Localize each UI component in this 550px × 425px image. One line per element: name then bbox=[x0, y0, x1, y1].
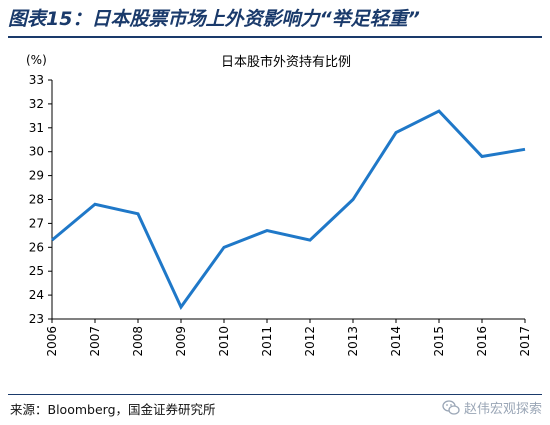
x-tick-label: 2011 bbox=[260, 326, 274, 357]
y-ticks: 23 24 25 26 27 28 29 30 31 32 33 bbox=[29, 73, 52, 326]
source-note: 来源：Bloomberg，国金证券研究所 bbox=[10, 402, 216, 417]
axes bbox=[51, 80, 525, 320]
y-tick-label: 33 bbox=[29, 73, 44, 87]
y-tick-label: 24 bbox=[29, 288, 44, 302]
y-tick-label: 30 bbox=[29, 145, 44, 159]
x-tick-label: 2009 bbox=[174, 326, 188, 357]
x-tick-label: 2010 bbox=[217, 326, 231, 357]
title-rule bbox=[8, 36, 542, 38]
watermark: 赵伟宏观探索 bbox=[442, 398, 542, 417]
series-line bbox=[51, 109, 526, 311]
y-axis-unit: (%) bbox=[26, 53, 47, 67]
x-tick-label: 2014 bbox=[389, 326, 403, 357]
y-tick-label: 27 bbox=[29, 216, 44, 230]
y-tick-label: 32 bbox=[29, 97, 44, 111]
x-tick-label: 2008 bbox=[131, 326, 145, 357]
y-tick-label: 23 bbox=[29, 312, 44, 326]
x-ticks: 2006 2007 2008 2009 2010 2011 2012 2013 2014 2015… bbox=[45, 319, 532, 357]
y-tick-label: 28 bbox=[29, 193, 44, 207]
x-tick-label: 2012 bbox=[303, 326, 317, 357]
x-tick-label: 2017 bbox=[518, 326, 532, 357]
wechat-icon bbox=[442, 399, 460, 415]
y-tick-label: 26 bbox=[29, 240, 44, 254]
x-tick-label: 2016 bbox=[475, 326, 489, 357]
y-tick-label: 25 bbox=[29, 264, 44, 278]
source-rule bbox=[8, 394, 542, 395]
x-tick-label: 2006 bbox=[45, 326, 59, 357]
series bbox=[51, 109, 526, 311]
watermark-text: 赵伟宏观探索 bbox=[463, 402, 542, 417]
y-tick-label: 31 bbox=[29, 121, 44, 135]
figure-title: 图表15：日本股票市场上外资影响力“举足轻重” bbox=[8, 8, 420, 30]
x-tick-label: 2015 bbox=[432, 326, 446, 357]
y-tick-label: 29 bbox=[29, 169, 44, 183]
x-tick-label: 2007 bbox=[88, 326, 102, 357]
chart-title: 日本股市外资持有比例 bbox=[221, 54, 351, 70]
x-tick-label: 2013 bbox=[346, 326, 360, 357]
